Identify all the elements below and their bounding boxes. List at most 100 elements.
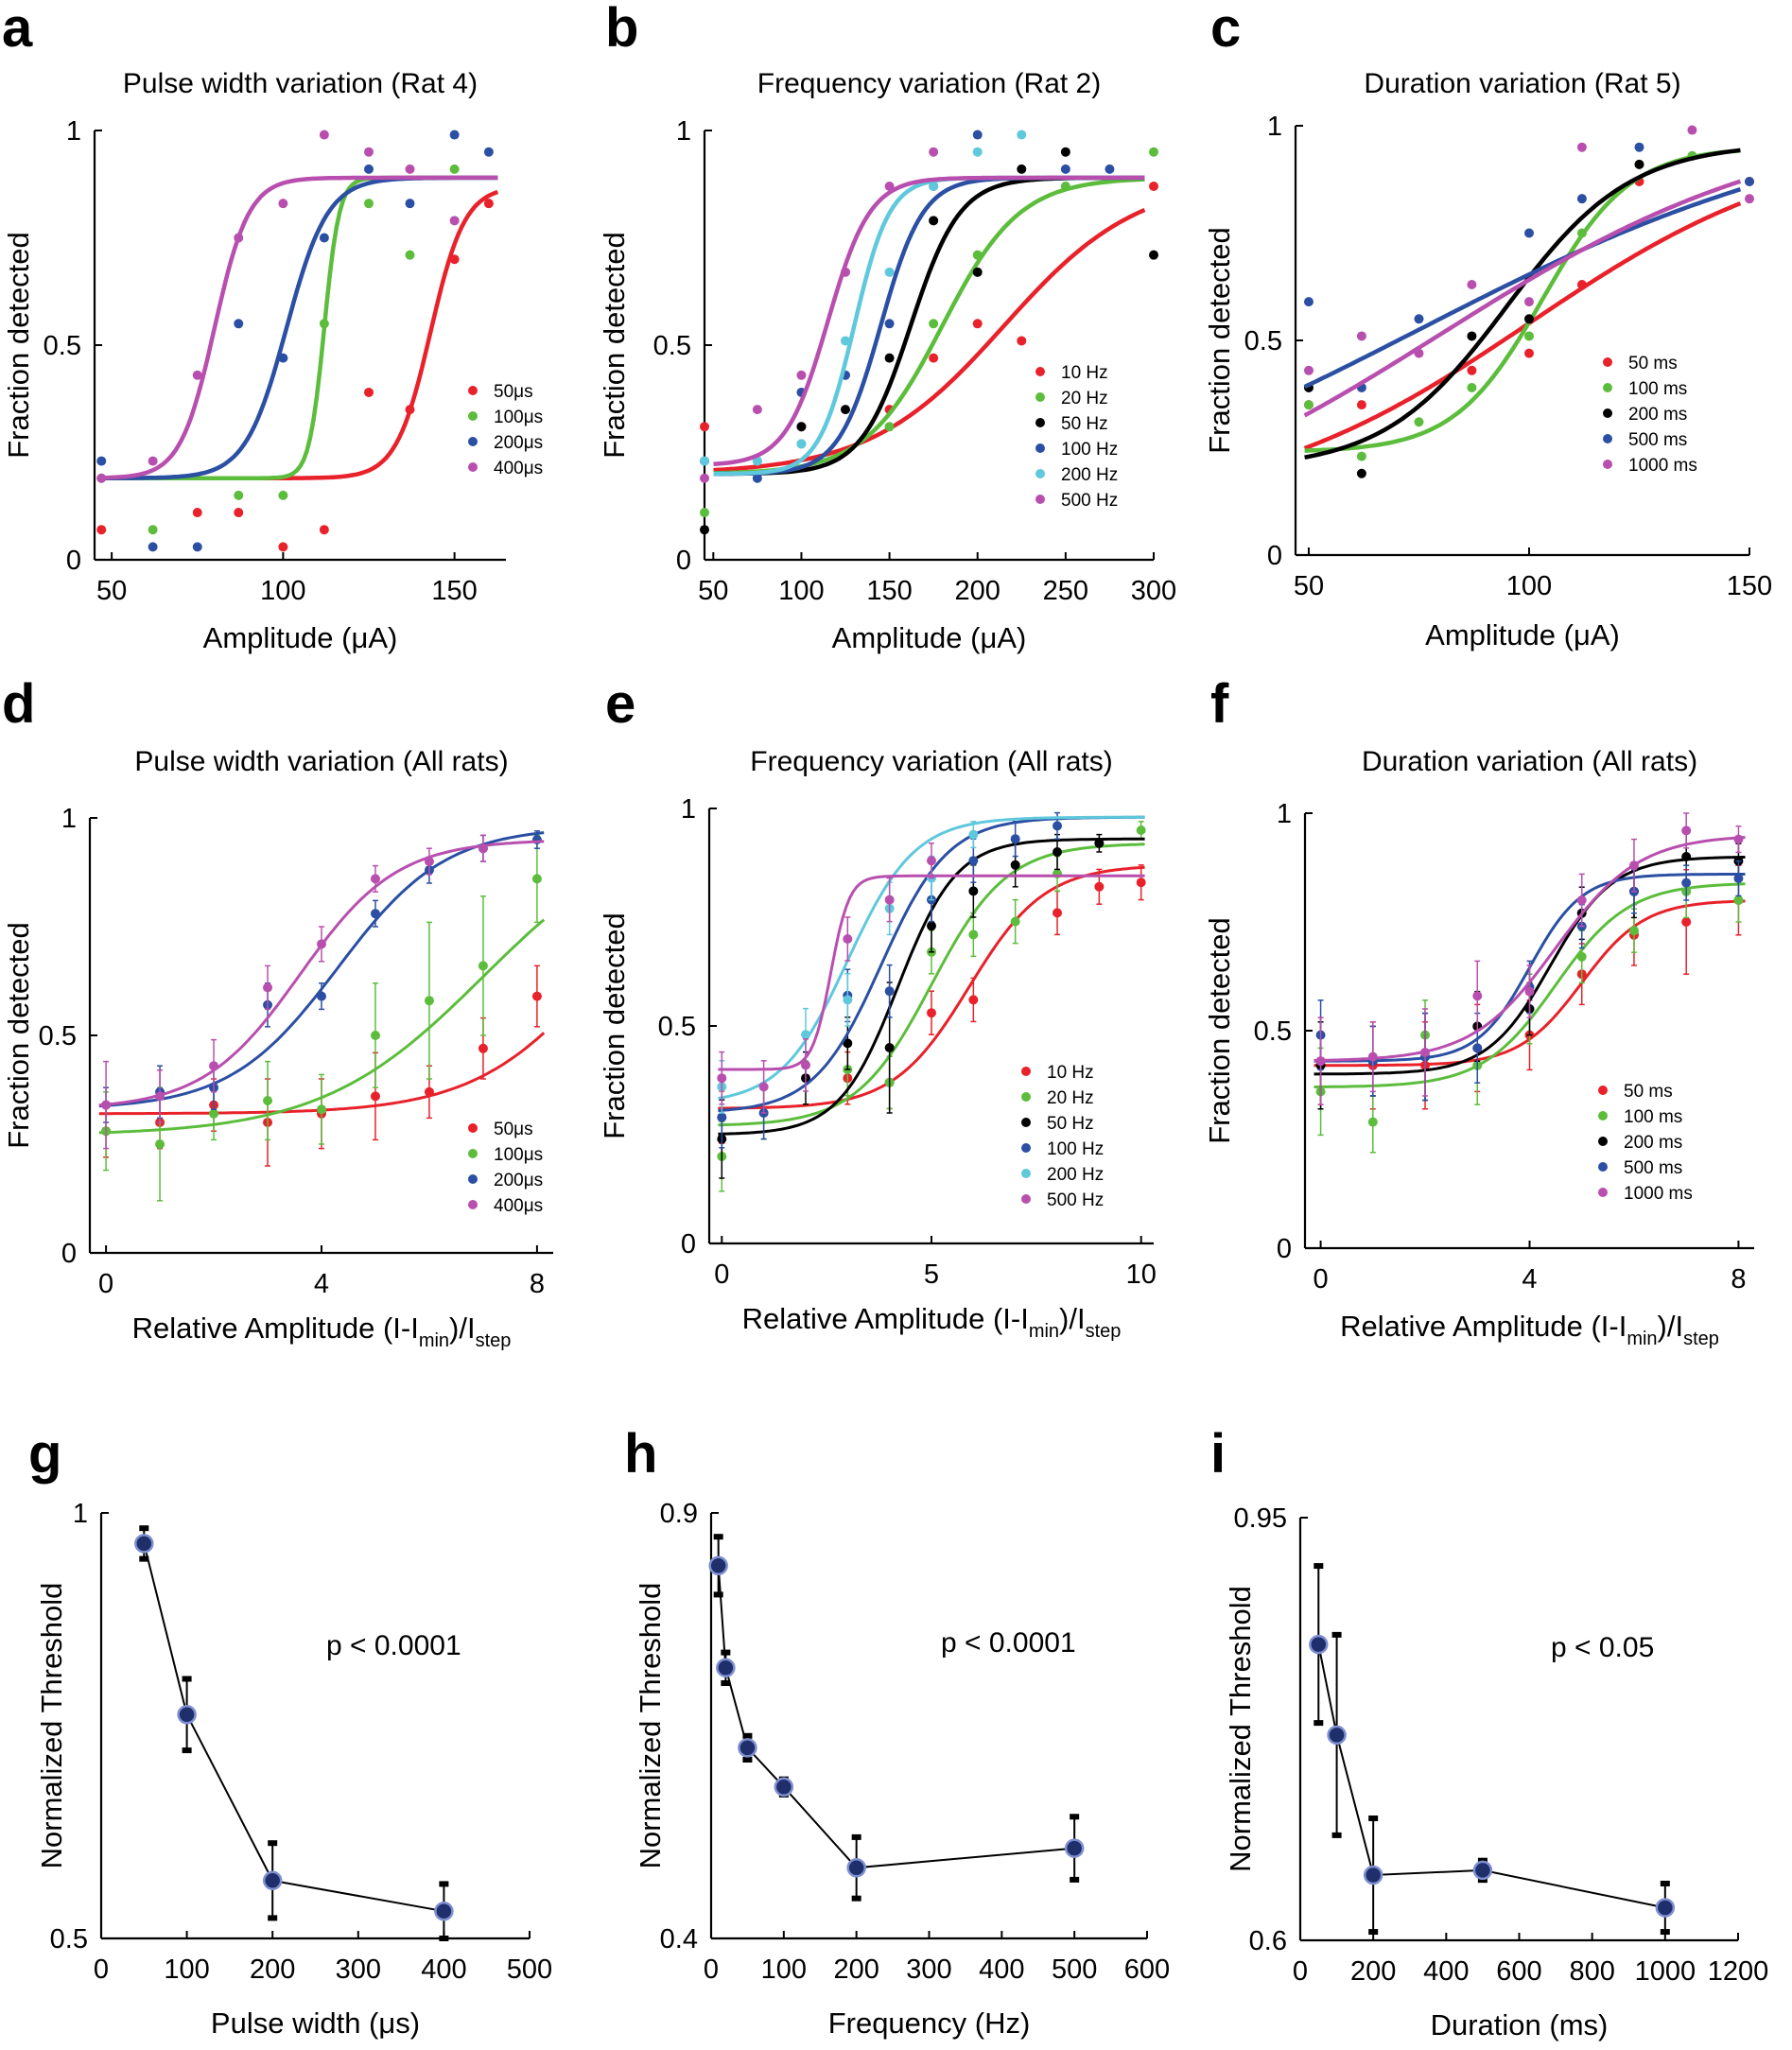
data-point — [209, 1061, 219, 1071]
fit-curve-500-Hz — [713, 175, 1145, 467]
data-point — [1356, 400, 1366, 410]
chart-title: Pulse width variation (All rats) — [134, 746, 508, 777]
legend-marker — [1035, 418, 1045, 427]
data-point — [405, 405, 415, 415]
legend-marker — [1035, 367, 1045, 376]
data-point — [1576, 194, 1587, 204]
legend-marker — [1603, 383, 1612, 392]
data-point — [1315, 1056, 1326, 1067]
data-point — [1523, 297, 1534, 307]
data-point — [1523, 348, 1534, 358]
data-point — [700, 422, 709, 432]
data-point — [1472, 1043, 1483, 1053]
error-cap — [268, 1915, 278, 1921]
data-point — [1017, 164, 1027, 174]
data-point — [234, 490, 244, 500]
y-tick-label: 0.9 — [660, 1499, 698, 1529]
x-tick-label: 150 — [1727, 571, 1772, 601]
y-axis-label: Normalized Threshold — [1224, 1586, 1257, 1872]
error-cap — [721, 1649, 731, 1656]
data-point — [972, 147, 983, 157]
y-tick-label: 0.4 — [660, 1924, 698, 1954]
data-point — [449, 164, 460, 174]
legend-label: 200 ms — [1628, 405, 1687, 425]
legend-label: 100μs — [494, 1145, 543, 1165]
x-tick-label: 400 — [421, 1954, 466, 1985]
data-point — [796, 439, 807, 449]
data-point — [884, 422, 895, 432]
y-tick-label: 1 — [1277, 799, 1292, 829]
data-point — [1356, 451, 1366, 461]
p-value-annotation: p < 0.0001 — [326, 1630, 461, 1661]
y-tick-label: 0.5 — [1244, 326, 1282, 356]
data-point — [1733, 874, 1744, 883]
legend-marker — [1603, 460, 1612, 469]
x-tick-label: 200 — [250, 1954, 295, 1985]
data-point — [424, 1086, 434, 1097]
x-tick-label: 800 — [1569, 1956, 1614, 1987]
y-axis-label: Fraction detected — [1203, 227, 1236, 454]
x-axis-label-sub: min — [419, 1330, 449, 1351]
legend-marker — [1598, 1111, 1608, 1121]
x-axis-label-mid: )/I — [449, 1312, 476, 1345]
legend-marker — [468, 1149, 478, 1158]
error-cap — [1660, 1880, 1670, 1886]
error-cap — [742, 1757, 753, 1763]
data-point — [1576, 228, 1587, 238]
data-point — [449, 216, 460, 226]
data-point — [972, 267, 983, 277]
data-point — [278, 353, 288, 363]
error-cap — [1368, 1815, 1379, 1822]
data-point — [1576, 951, 1587, 962]
data-point — [1634, 159, 1644, 169]
chart-title: Duration variation (Rat 5) — [1364, 68, 1680, 99]
data-point — [1472, 1860, 1493, 1881]
data-point — [1367, 1051, 1378, 1062]
error-cap — [851, 1895, 861, 1902]
data-point — [700, 473, 709, 483]
data-point — [774, 1777, 794, 1798]
chart-title: Duration variation (All rats) — [1362, 746, 1697, 777]
x-tick-label: 100 — [164, 1954, 209, 1985]
x-tick-label: 5 — [924, 1260, 939, 1290]
data-point — [319, 130, 329, 140]
data-point — [1149, 250, 1158, 260]
x-tick-label: 50 — [96, 576, 127, 606]
data-point — [1745, 177, 1754, 187]
fit-curve-400μs — [102, 175, 498, 480]
data-point — [1064, 1838, 1085, 1858]
x-tick-label: 200 — [955, 576, 1000, 606]
data-point — [1414, 314, 1424, 324]
y-tick-label: 0.6 — [1249, 1926, 1287, 1956]
data-point — [364, 199, 374, 209]
legend-label: 500 Hz — [1047, 1190, 1104, 1210]
data-point — [1576, 895, 1587, 905]
data-point — [972, 250, 983, 260]
data-point — [1053, 821, 1063, 831]
error-cap — [742, 1732, 753, 1739]
data-point — [1060, 147, 1070, 157]
data-point — [1628, 926, 1639, 936]
data-point — [449, 254, 460, 265]
y-tick-label: 1 — [1267, 112, 1282, 142]
y-axis-label: Fraction detected — [598, 232, 631, 459]
fit-curve-200μs — [98, 831, 545, 1108]
legend-label: 200μs — [494, 433, 543, 453]
data-point — [884, 319, 895, 329]
data-point — [405, 164, 415, 174]
threshold-line — [717, 1565, 1075, 1869]
x-axis-label: Relative Amplitude (I-Imin)/Istep — [742, 1302, 1122, 1342]
data-point — [972, 130, 983, 140]
data-point — [1327, 1725, 1347, 1746]
y-tick-label: 1 — [66, 116, 81, 147]
data-point — [1634, 142, 1644, 152]
data-point — [1681, 917, 1692, 927]
data-point — [927, 921, 936, 931]
data-point — [929, 147, 939, 157]
error-cap — [439, 1881, 449, 1887]
legend-marker — [1021, 1169, 1031, 1178]
y-tick-label: 0.5 — [50, 1924, 88, 1954]
legend-label: 10 Hz — [1047, 1063, 1094, 1083]
panel-c: c Duration variation (Rat 5) 50 100 150 0 0.5… — [1192, 0, 1792, 676]
